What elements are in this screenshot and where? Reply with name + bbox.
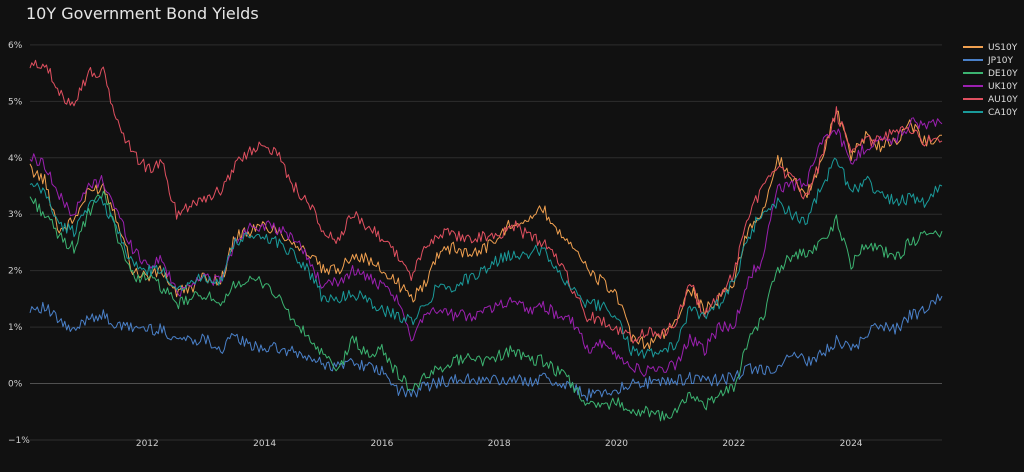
chart-title: 10Y Government Bond Yields xyxy=(26,4,259,23)
series-line-uk10y[interactable] xyxy=(29,117,943,377)
y-tick-label: −1% xyxy=(8,436,30,446)
legend-label: AU10Y xyxy=(988,95,1018,105)
legend-item-jp10y[interactable]: JP10Y xyxy=(963,56,1014,66)
x-tick-label: 2012 xyxy=(136,439,159,449)
legend-label: US10Y xyxy=(988,43,1018,53)
legend-item-ca10y[interactable]: CA10Y xyxy=(963,108,1018,118)
series-line-us10y[interactable] xyxy=(29,110,943,350)
y-tick-label: 1% xyxy=(8,323,23,333)
legend-label: DE10Y xyxy=(988,69,1018,79)
series-line-ca10y[interactable] xyxy=(29,157,943,359)
y-tick-label: 5% xyxy=(8,97,23,107)
grid-lines xyxy=(30,44,942,441)
y-tick-label: 4% xyxy=(8,154,23,164)
y-tick-label: 2% xyxy=(8,267,23,277)
x-tick-label: 2014 xyxy=(253,439,276,449)
x-tick-label: 2016 xyxy=(370,439,393,449)
x-axis-ticks: 2012 2014 2016 2018 2020 2022 2024 xyxy=(136,439,863,449)
y-axis-ticks: −1% 0% 1% 2% 3% 4% 5% 6% xyxy=(8,41,30,446)
series-line-au10y[interactable] xyxy=(29,59,943,344)
legend-item-au10y[interactable]: AU10Y xyxy=(963,95,1018,105)
legend-label: CA10Y xyxy=(988,108,1018,118)
series-lines[interactable] xyxy=(29,59,943,422)
legend-item-uk10y[interactable]: UK10Y xyxy=(963,82,1018,92)
y-tick-label: 0% xyxy=(8,380,23,390)
legend-label: JP10Y xyxy=(987,56,1014,66)
legend-item-de10y[interactable]: DE10Y xyxy=(963,69,1018,79)
y-tick-label: 3% xyxy=(8,210,23,220)
legend[interactable]: US10Y JP10Y DE10Y UK10Y AU10Y CA10Y xyxy=(963,43,1018,118)
x-tick-label: 2022 xyxy=(722,439,745,449)
x-tick-label: 2020 xyxy=(605,439,628,449)
legend-item-us10y[interactable]: US10Y xyxy=(963,43,1018,53)
legend-label: UK10Y xyxy=(988,82,1018,92)
y-tick-label: 6% xyxy=(8,41,23,51)
x-tick-label: 2018 xyxy=(488,439,511,449)
series-line-jp10y[interactable] xyxy=(29,293,943,402)
series-line-de10y[interactable] xyxy=(29,190,943,422)
x-tick-label: 2024 xyxy=(840,439,863,449)
